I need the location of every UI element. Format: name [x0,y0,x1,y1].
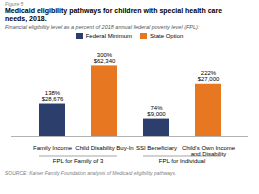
svg-text:222%$27,000: 222%$27,000 [198,70,220,82]
svg-text:Child's Own Incomeand Disabili: Child's Own Incomeand Disability [182,145,236,157]
html-text:SOURCE: Kaiser Family Foundati: SOURCE: Kaiser Family Foundation analysi… [5,170,177,176]
html-text:Financial eligibility level as: Financial eligibility level as a percent… [5,24,200,30]
html-text:Medicaid eligibility pathways: Medicaid eligibility pathways for childr… [5,7,223,22]
html-text:State Option: State Option [150,33,184,39]
html-text:Federal Minimum: Federal Minimum [85,33,132,39]
svg-text:138%$28,676: 138%$28,676 [42,90,64,102]
svg-text:Family Income: Family Income [33,145,73,151]
svg-text:300%$62,340: 300%$62,340 [94,52,116,64]
svg-text:74%$9,000: 74%$9,000 [147,105,166,117]
svg-text:FPL for Family of 3: FPL for Family of 3 [53,158,104,164]
svg-text:SSI Beneficiary: SSI Beneficiary [136,145,177,151]
svg-text:Child Disability Buy-In: Child Disability Buy-In [75,145,133,151]
svg-text:FPL for Individual: FPL for Individual [159,158,205,164]
html-text:Figure 5: Figure 5 [5,1,24,7]
